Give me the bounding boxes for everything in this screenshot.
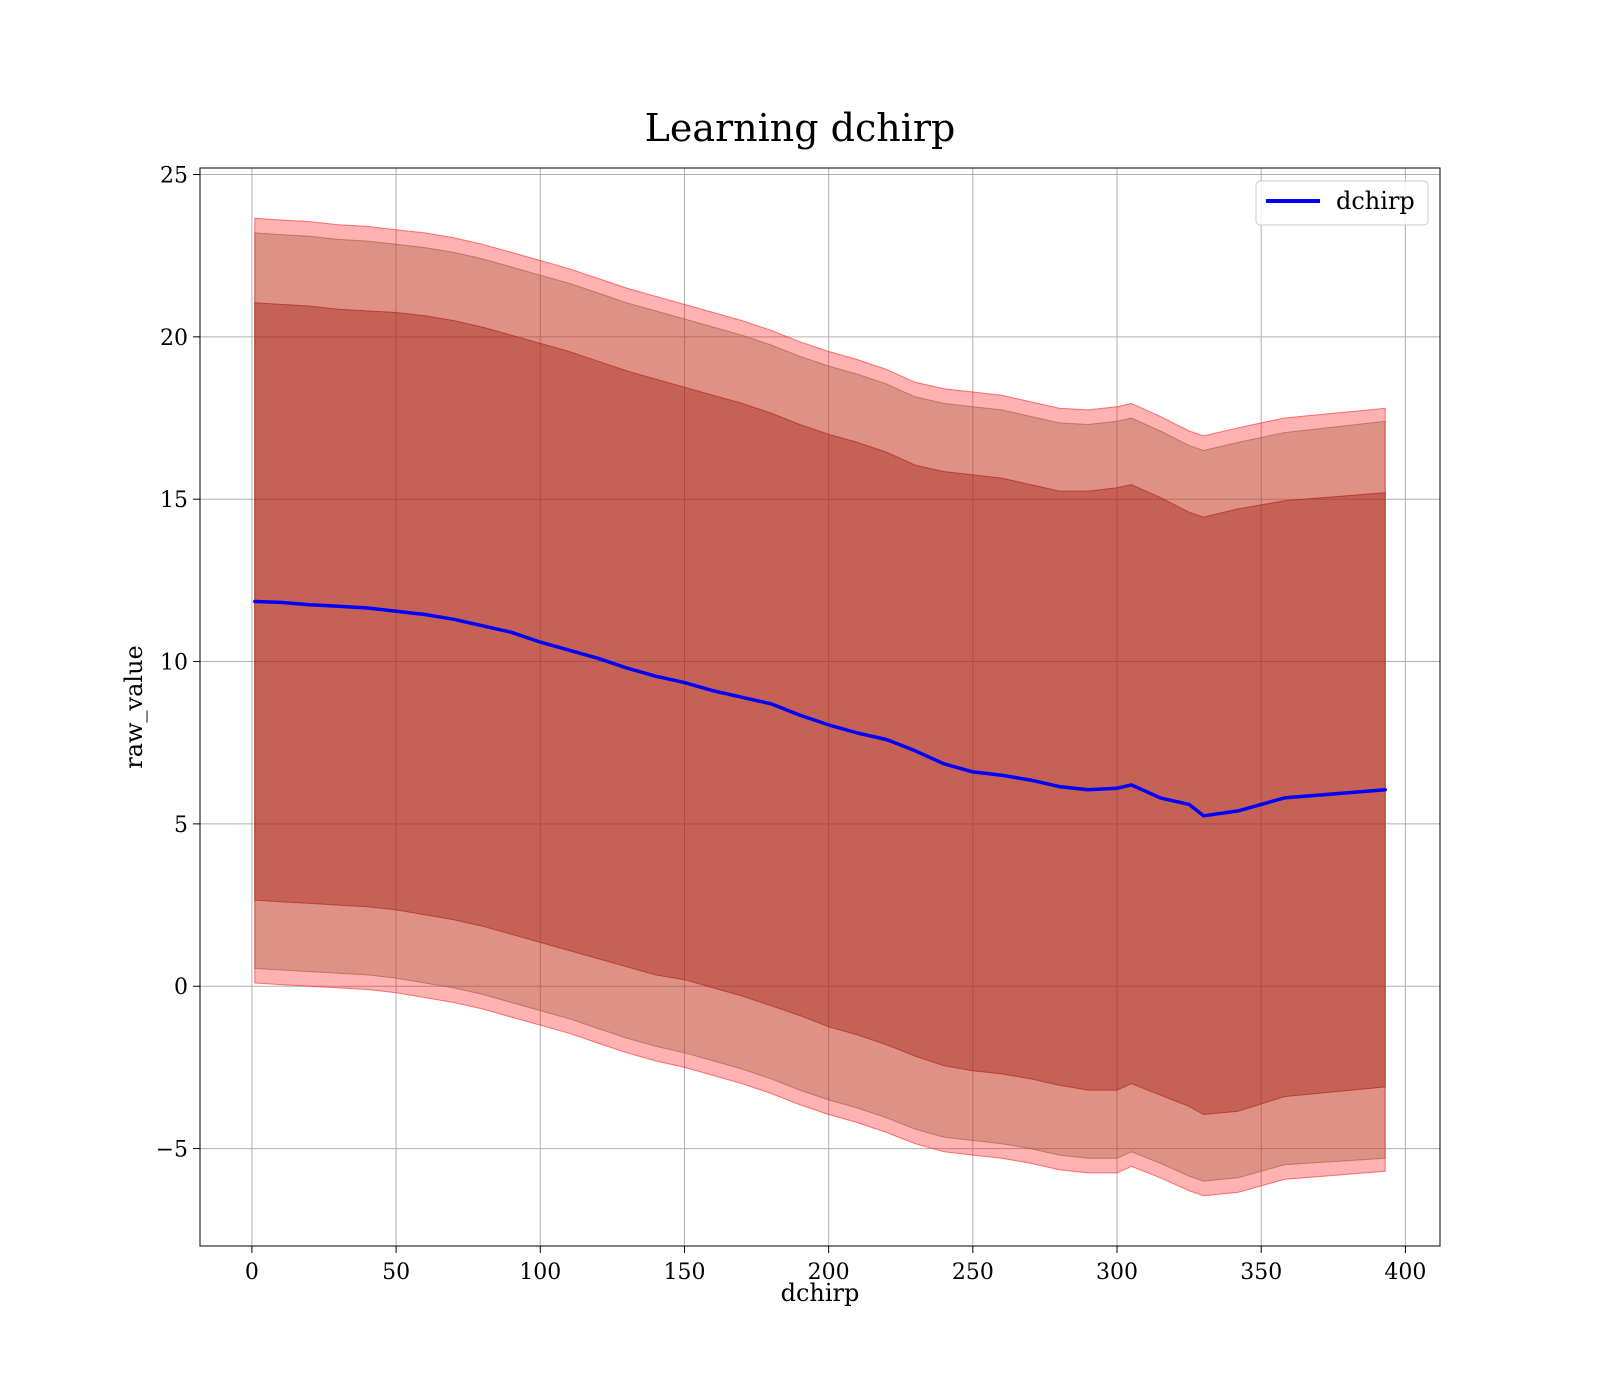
x-tick-label: 0 — [245, 1260, 259, 1285]
x-tick-label: 250 — [952, 1260, 994, 1285]
tick-layer: 0 50 100 150 200 250 300 350 400 −5 0 5 10 15 20 25 — [156, 163, 1427, 1285]
y-tick-label: 5 — [174, 813, 188, 838]
legend-label: dchirp — [1336, 187, 1415, 215]
y-tick-label: 10 — [160, 651, 188, 676]
series-line-dchirp — [253, 599, 1387, 818]
y-axis-label: raw_value — [120, 645, 148, 769]
y-tick-label: 20 — [160, 326, 188, 351]
band-layer — [254, 217, 1386, 1197]
legend-box — [1255, 180, 1429, 226]
x-tick-label: 400 — [1384, 1260, 1426, 1285]
x-tick-label: 200 — [808, 1260, 850, 1285]
y-tick-label: 25 — [160, 163, 188, 188]
x-tick-label: 100 — [519, 1260, 561, 1285]
x-tick-label: 150 — [663, 1260, 705, 1285]
plot-frame — [199, 167, 1441, 1247]
y-tick-label: 15 — [160, 488, 188, 513]
line-layer — [253, 599, 1387, 818]
confidence-band-middle-band — [254, 232, 1386, 1182]
grid-layer — [200, 168, 1440, 1246]
chart-title: Learning dchirp — [645, 106, 956, 150]
y-tick-label: 0 — [174, 975, 188, 1000]
legend: dchirp — [1255, 180, 1429, 226]
confidence-band-outer-band — [254, 217, 1386, 1197]
x-tick-label: 350 — [1240, 1260, 1282, 1285]
x-axis-label: dchirp — [781, 1279, 860, 1307]
x-tick-label: 300 — [1096, 1260, 1138, 1285]
x-tick-label: 50 — [382, 1260, 410, 1285]
y-tick-label: −5 — [156, 1138, 188, 1163]
